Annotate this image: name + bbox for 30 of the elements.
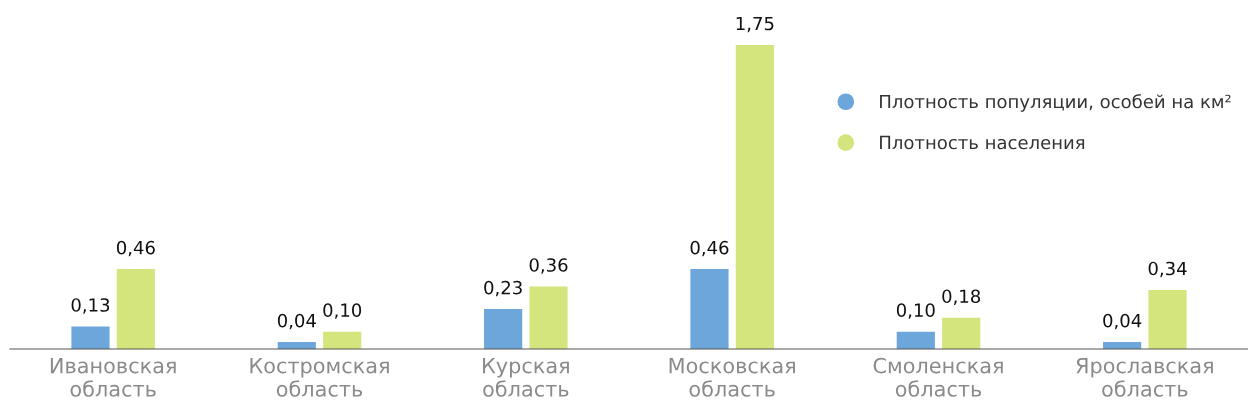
data-label: 0,18 <box>942 289 981 305</box>
data-label: 0,34 <box>1148 261 1187 278</box>
data-label: 0,04 <box>277 313 316 330</box>
data-label: 0,36 <box>529 258 568 274</box>
data-label: 0,04 <box>1103 313 1142 330</box>
data-label: 1,75 <box>736 16 774 33</box>
data-label: 0,23 <box>484 280 522 297</box>
bar <box>735 44 774 349</box>
bar <box>484 309 523 349</box>
x-tick-label: Ярославская область <box>1076 357 1213 397</box>
x-tick-label: Московская область <box>669 357 795 397</box>
bar <box>942 317 981 349</box>
bar <box>896 331 935 349</box>
legend-label: Плотность населения <box>880 135 1085 150</box>
bar <box>116 269 155 349</box>
bar <box>71 326 110 349</box>
bar <box>690 269 729 349</box>
data-label: 0,10 <box>896 303 935 319</box>
x-tick-label: Курская область <box>483 357 569 397</box>
x-tick-label: Ивановская область <box>50 357 176 397</box>
bar <box>323 331 362 349</box>
data-label: 0,46 <box>690 240 729 257</box>
bar <box>529 286 568 349</box>
bar <box>1148 289 1187 349</box>
data-label: 0,46 <box>116 240 155 257</box>
data-label: 0,13 <box>71 298 110 314</box>
data-label: 0,10 <box>323 303 362 319</box>
x-tick-label: Костромская область <box>250 357 389 397</box>
legend-label: Плотность популяции, особей на км² <box>880 94 1231 112</box>
x-tick-label: Смоленская область <box>873 357 1003 397</box>
